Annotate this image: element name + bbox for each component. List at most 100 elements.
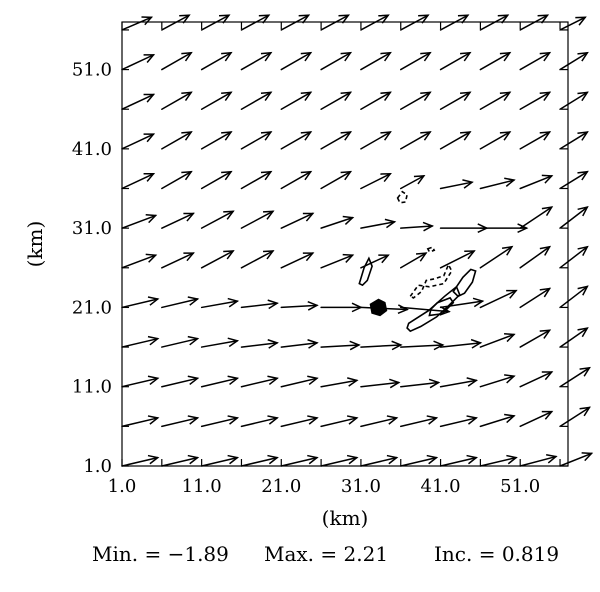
wind-vector bbox=[439, 415, 478, 428]
x-tick-label: 51.0 bbox=[500, 476, 540, 497]
wind-vector bbox=[400, 14, 430, 31]
wind-vector bbox=[479, 289, 518, 309]
wind-vector bbox=[519, 410, 554, 428]
wind-vector bbox=[400, 91, 432, 110]
wind-vector bbox=[161, 335, 200, 348]
wind-vector bbox=[320, 91, 353, 110]
wind-vector bbox=[320, 51, 353, 71]
wind-vector bbox=[400, 221, 435, 232]
wind-vector bbox=[161, 91, 193, 110]
wind-vector bbox=[519, 51, 552, 71]
wind-vector bbox=[320, 377, 359, 388]
wind-vector bbox=[559, 452, 594, 467]
contours bbox=[358, 190, 477, 333]
wind-vector bbox=[559, 285, 589, 309]
wind-vector bbox=[200, 337, 240, 348]
wind-vector bbox=[400, 175, 426, 190]
y-tick-label: 51.0 bbox=[72, 60, 112, 81]
wind-vector bbox=[519, 245, 552, 269]
contour-positive bbox=[428, 296, 455, 317]
wind-vector bbox=[479, 223, 529, 234]
wind-vector bbox=[121, 214, 158, 229]
wind-vector bbox=[200, 415, 240, 428]
wind-vector bbox=[360, 91, 392, 110]
contour-positive bbox=[406, 285, 461, 333]
wind-vector bbox=[439, 338, 483, 349]
wind-vector bbox=[200, 14, 231, 31]
wind-vector bbox=[559, 131, 589, 150]
wind-vector bbox=[240, 51, 273, 71]
wind-vector bbox=[240, 170, 273, 190]
wind-vector bbox=[200, 375, 240, 388]
wind-vector bbox=[320, 215, 355, 229]
wind-vector bbox=[280, 170, 313, 190]
wind-vector bbox=[559, 51, 589, 71]
wind-vector bbox=[439, 14, 470, 31]
wind-vector bbox=[519, 371, 554, 388]
wind-vector bbox=[240, 339, 279, 349]
wind-vector bbox=[240, 250, 275, 269]
x-tick-label: 11.0 bbox=[182, 476, 222, 497]
wind-vector bbox=[121, 454, 160, 467]
wind-vector bbox=[439, 454, 478, 467]
wind-vector bbox=[519, 454, 558, 467]
wind-vector bbox=[439, 377, 479, 388]
y-tick-label: 31.0 bbox=[72, 218, 112, 239]
x-axis-title: (km) bbox=[322, 506, 369, 530]
wind-vector bbox=[400, 454, 439, 467]
wind-vector bbox=[360, 415, 399, 428]
wind-vector bbox=[439, 179, 474, 190]
wind-vector bbox=[479, 332, 516, 348]
wind-vector bbox=[479, 177, 516, 190]
wind-vector bbox=[400, 340, 445, 351]
wind-vector bbox=[439, 51, 472, 71]
wind-vector bbox=[240, 131, 273, 150]
wind-vector bbox=[320, 302, 363, 313]
wind-vector bbox=[519, 91, 552, 110]
wind-vector bbox=[161, 212, 195, 229]
wind-vector bbox=[280, 415, 319, 428]
wind-vector bbox=[400, 51, 432, 71]
wind-vector bbox=[161, 296, 200, 309]
wind-vector bbox=[519, 174, 554, 190]
y-tick-label: 21.0 bbox=[72, 297, 112, 318]
wind-vector bbox=[519, 287, 552, 309]
wind-vector bbox=[280, 51, 313, 71]
wind-vector bbox=[479, 14, 510, 31]
wind-vector bbox=[439, 250, 476, 269]
wind-vector bbox=[320, 14, 350, 31]
wind-vector bbox=[280, 454, 319, 467]
wind-vector bbox=[280, 252, 315, 269]
wind-vector bbox=[280, 131, 313, 150]
y-tick-labels: 1.0 11.0 21.0 31.0 41.0 51.0 bbox=[72, 60, 112, 477]
wind-vector bbox=[200, 250, 235, 269]
wind-vector bbox=[320, 454, 359, 467]
wind-vector bbox=[519, 14, 550, 31]
y-axis-title: (km) bbox=[23, 221, 47, 268]
wind-vector bbox=[400, 131, 432, 150]
wind-vector bbox=[240, 210, 275, 229]
x-tick-label: 21.0 bbox=[261, 476, 301, 497]
wind-vector bbox=[121, 16, 154, 31]
wind-vector bbox=[559, 170, 589, 190]
wind-vector bbox=[439, 131, 472, 150]
wind-vector bbox=[559, 16, 587, 31]
wind-vector bbox=[479, 454, 518, 467]
stats-min: Min. = −1.89 bbox=[92, 542, 229, 566]
stats-inc: Inc. = 0.819 bbox=[434, 542, 559, 566]
wind-vector bbox=[240, 375, 279, 388]
wind-vector bbox=[360, 173, 392, 190]
wind-vector bbox=[280, 300, 319, 311]
wind-vectors bbox=[121, 14, 594, 467]
wind-vector bbox=[280, 14, 311, 31]
wind-vector bbox=[479, 131, 512, 150]
wind-vector bbox=[519, 329, 552, 348]
contour-negative bbox=[426, 246, 436, 253]
wind-vector bbox=[161, 170, 193, 190]
wind-vector bbox=[121, 133, 156, 150]
wind-vector bbox=[240, 299, 279, 310]
wind-vector bbox=[161, 51, 193, 71]
wind-vector bbox=[280, 375, 319, 388]
wind-vector bbox=[519, 131, 552, 150]
